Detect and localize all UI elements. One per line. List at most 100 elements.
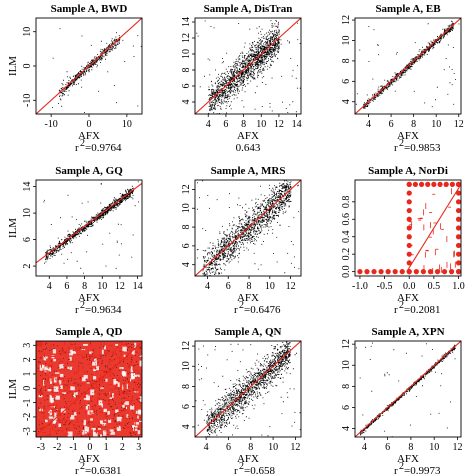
gap (137, 415, 139, 419)
x-tick-label: 8 (241, 119, 246, 130)
gap (48, 367, 52, 373)
y-tick-label: -10 (22, 94, 33, 107)
gap (122, 346, 127, 351)
gap (104, 419, 107, 421)
y-tick-label: 6 (181, 243, 192, 248)
fit-line (195, 341, 301, 437)
scatter-points (43, 181, 142, 274)
gap (59, 373, 64, 378)
panel-title: Sample A, BWD (51, 3, 128, 15)
r-squared-symbol: r (394, 304, 398, 316)
gap (41, 364, 44, 368)
fit-line (355, 18, 461, 114)
scatter-points (52, 28, 142, 114)
y-tick-label: 12 (341, 339, 352, 349)
panel-title: Sample A, NorDi (368, 165, 448, 177)
marker (420, 269, 426, 275)
marker (434, 269, 441, 275)
r-squared-symbol: r (75, 465, 79, 475)
x-axis-label: AFX (237, 292, 259, 304)
x-tick-label: 0.0 (403, 281, 416, 292)
r-squared-symbol: r (234, 304, 238, 316)
gap (108, 419, 112, 423)
gap (52, 349, 57, 354)
y-tick-label: 4 (181, 262, 192, 267)
y-tick-label: 12 (181, 184, 192, 194)
marker (455, 242, 461, 249)
x-tick-label: 2 (120, 442, 125, 453)
fit-line (36, 342, 142, 436)
point-cloud (355, 20, 460, 114)
marker (455, 207, 461, 214)
r-squared-value: =0.6476 (244, 304, 281, 316)
gap (94, 358, 97, 363)
gap (100, 434, 103, 437)
x-tick-label: 10 (256, 119, 266, 130)
gap (73, 411, 77, 416)
gap (123, 354, 126, 358)
gap (83, 343, 88, 346)
gap (133, 391, 139, 393)
marker (455, 234, 461, 240)
gap (84, 426, 88, 431)
y-tick-label: 14 (22, 182, 33, 192)
y-tick-label: 8 (181, 384, 192, 389)
marker (455, 251, 461, 257)
gap (126, 414, 129, 419)
y-tick-label: 8 (341, 58, 352, 63)
y-tick-label: 8 (181, 68, 192, 73)
gap (70, 415, 75, 420)
marker (406, 234, 412, 240)
x-axis-label: AFX (78, 130, 100, 142)
x-axis-label: AFX (397, 292, 419, 304)
x-tick-label: 4 (206, 119, 211, 130)
r-squared-exponent: 2 (399, 461, 404, 472)
x-axis-label: AFX (397, 130, 419, 142)
scatter-points (195, 341, 301, 437)
gap (123, 402, 126, 407)
r-squared-value: =0.9634 (85, 304, 122, 316)
gap (129, 378, 132, 382)
fit-line (195, 18, 301, 114)
gap (55, 395, 60, 400)
y-tick-label: 0.6 (341, 213, 352, 226)
x-tick-label: 6 (226, 281, 231, 292)
gap (59, 364, 64, 369)
r-squared-exponent: 2 (239, 461, 244, 472)
panel-title: Sample A, GQ (55, 165, 123, 177)
gap (112, 393, 114, 398)
gap (139, 354, 142, 357)
x-axis-label: AFX (397, 453, 419, 465)
y-tick-label: 4 (341, 99, 352, 104)
gap (49, 409, 52, 416)
gap (43, 379, 45, 386)
r-squared-symbol: r (394, 142, 398, 154)
y-tick-label: 6 (341, 79, 352, 84)
x-tick-label: 10 (97, 281, 107, 292)
gap (92, 376, 97, 380)
marker (392, 269, 398, 275)
gap (99, 387, 104, 389)
fit-line (36, 18, 142, 114)
x-tick-label: 12 (454, 119, 464, 130)
marker (406, 207, 412, 214)
y-axis-label: ILM (7, 379, 19, 399)
gap (48, 411, 50, 414)
gap (125, 401, 129, 406)
r-squared-exponent: 2 (80, 138, 85, 149)
gap (115, 409, 119, 413)
plot-frame (354, 179, 462, 277)
fit-line (406, 184, 461, 272)
x-tick-label: 8 (82, 281, 87, 292)
marker (406, 225, 412, 231)
marker (427, 269, 434, 275)
y-tick-label: 10 (341, 360, 352, 370)
x-tick-label: 1 (104, 442, 109, 453)
gap (69, 356, 72, 361)
gap (131, 350, 135, 355)
gap (88, 351, 93, 354)
gap (92, 361, 97, 366)
y-tick-label: 0 (22, 386, 33, 391)
